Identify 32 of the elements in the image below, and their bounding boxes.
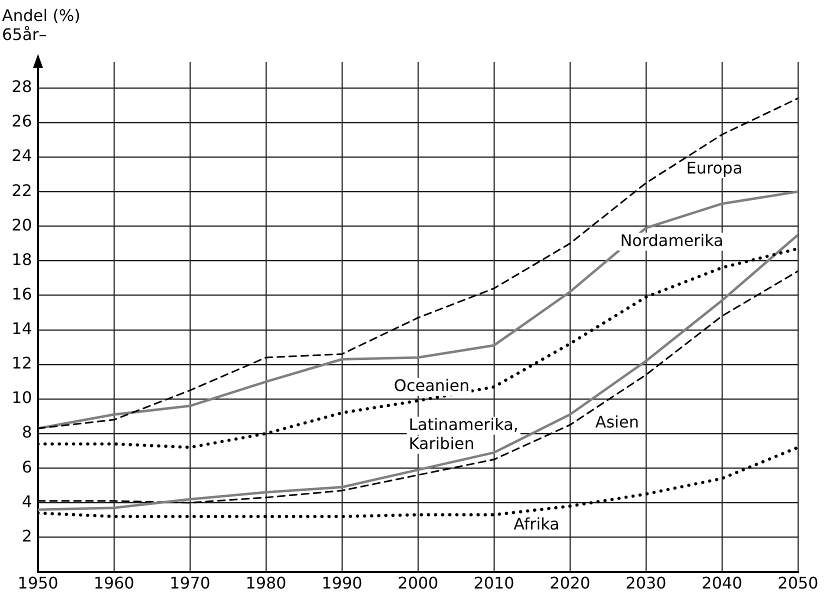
y-tick-label: 4	[22, 492, 32, 511]
y-tick-label: 10	[12, 388, 32, 408]
x-tick-label: 2030	[626, 574, 666, 593]
series-label: Nordamerika	[620, 230, 724, 250]
y-tick-label: 16	[12, 284, 32, 304]
y-tick-label: 8	[22, 422, 32, 442]
x-tick-label: 1950	[18, 574, 58, 593]
x-tick-label: 1990	[322, 574, 362, 593]
series-label: Latinamerika, Karibien	[408, 414, 518, 453]
y-tick-label: 26	[12, 112, 32, 131]
y-axis-title: Andel (%) 65år–	[2, 6, 82, 44]
y-tick-label: 28	[12, 77, 32, 96]
x-tick-label: 1970	[170, 574, 210, 593]
x-tick-label: 2000	[398, 574, 438, 593]
y-tick-label: 22	[12, 180, 32, 200]
y-tick-label: 2	[22, 526, 32, 546]
x-tick-label: 2010	[474, 574, 514, 593]
x-tick-label: 1960	[94, 574, 134, 593]
series-label: Asien	[595, 412, 639, 432]
y-tick-label: 24	[12, 146, 32, 166]
y-tick-label: 6	[22, 457, 32, 476]
series-label: Europa	[686, 158, 743, 178]
x-tick-label: 2050	[778, 574, 818, 593]
y-tick-label: 18	[12, 250, 32, 269]
x-tick-label: 2020	[550, 574, 590, 593]
x-tick-label: 2040	[702, 574, 742, 593]
series-label: Afrika	[514, 514, 560, 534]
y-tick-label: 12	[12, 354, 32, 373]
series-label: Oceanien	[394, 376, 470, 396]
y-tick-label: 20	[12, 215, 32, 234]
x-tick-label: 1980	[246, 574, 286, 593]
y-tick-label: 14	[12, 319, 32, 338]
